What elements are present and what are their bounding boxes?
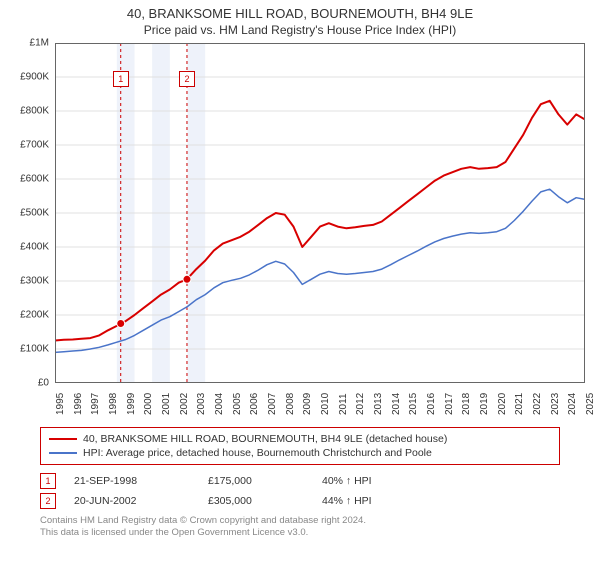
- y-tick-label: £700K: [20, 140, 49, 151]
- sale-marker-icon: 2: [40, 493, 56, 509]
- legend-label: HPI: Average price, detached house, Bour…: [83, 447, 432, 459]
- chart-area: £0£100K£200K£300K£400K£500K£600K£700K£80…: [55, 43, 585, 383]
- sale-price: £305,000: [208, 495, 318, 507]
- x-tick-label: 2007: [267, 393, 278, 415]
- sale-marker-icon: 1: [40, 473, 56, 489]
- chart-title: 40, BRANKSOME HILL ROAD, BOURNEMOUTH, BH…: [0, 6, 600, 21]
- footer-line: This data is licensed under the Open Gov…: [40, 527, 560, 539]
- x-tick-label: 2021: [514, 393, 525, 415]
- footer: Contains HM Land Registry data © Crown c…: [40, 515, 560, 540]
- x-axis-labels: 1995 1996 1997 1998 1999 2000 2001 2002 2003 2004…: [55, 383, 585, 423]
- legend: 40, BRANKSOME HILL ROAD, BOURNEMOUTH, BH…: [40, 427, 560, 465]
- x-tick-label: 2017: [444, 393, 455, 415]
- x-tick-label: 2000: [143, 393, 154, 415]
- line-chart: [55, 43, 585, 383]
- x-tick-label: 2016: [426, 393, 437, 415]
- x-tick-label: 2008: [285, 393, 296, 415]
- footer-line: Contains HM Land Registry data © Crown c…: [40, 515, 560, 527]
- x-tick-label: 2010: [320, 393, 331, 415]
- sale-date: 20-JUN-2002: [74, 495, 204, 507]
- sale-row: 1 21-SEP-1998 £175,000 40% ↑ HPI: [40, 471, 560, 491]
- x-tick-label: 1999: [126, 393, 137, 415]
- y-tick-label: £600K: [20, 174, 49, 185]
- x-tick-label: 2003: [196, 393, 207, 415]
- x-tick-label: 2011: [338, 393, 349, 415]
- sale-date: 21-SEP-1998: [74, 475, 204, 487]
- x-tick-label: 2013: [373, 393, 384, 415]
- y-tick-label: £1M: [30, 38, 49, 49]
- x-tick-label: 1996: [73, 393, 84, 415]
- y-tick-label: £800K: [20, 106, 49, 117]
- x-tick-label: 2012: [355, 393, 366, 415]
- x-tick-label: 2009: [302, 393, 313, 415]
- x-tick-label: 2025: [585, 393, 596, 415]
- x-tick-label: 2004: [214, 393, 225, 415]
- sale-delta: 40% ↑ HPI: [322, 475, 372, 487]
- x-tick-label: 2019: [479, 393, 490, 415]
- legend-item: HPI: Average price, detached house, Bour…: [49, 446, 551, 460]
- y-tick-label: £400K: [20, 242, 49, 253]
- sale-delta: 44% ↑ HPI: [322, 495, 372, 507]
- y-tick-label: £500K: [20, 208, 49, 219]
- y-tick-label: £300K: [20, 276, 49, 287]
- legend-item: 40, BRANKSOME HILL ROAD, BOURNEMOUTH, BH…: [49, 432, 551, 446]
- y-tick-label: £100K: [20, 344, 49, 355]
- x-tick-label: 2001: [161, 393, 172, 415]
- x-tick-label: 1997: [90, 393, 101, 415]
- x-tick-label: 2006: [249, 393, 260, 415]
- y-tick-label: £0: [38, 378, 49, 389]
- sales-table: 1 21-SEP-1998 £175,000 40% ↑ HPI 2 20-JU…: [40, 471, 560, 511]
- x-tick-label: 2024: [567, 393, 578, 415]
- legend-label: 40, BRANKSOME HILL ROAD, BOURNEMOUTH, BH…: [83, 433, 447, 445]
- x-tick-label: 1998: [108, 393, 119, 415]
- y-tick-label: £900K: [20, 72, 49, 83]
- sale-row: 2 20-JUN-2002 £305,000 44% ↑ HPI: [40, 491, 560, 511]
- x-tick-label: 2015: [408, 393, 419, 415]
- x-tick-label: 2002: [179, 393, 190, 415]
- x-tick-label: 1995: [55, 393, 66, 415]
- x-tick-label: 2018: [461, 393, 472, 415]
- legend-swatch: [49, 438, 77, 440]
- sale-marker-badge: 1: [113, 71, 129, 87]
- x-tick-label: 2020: [497, 393, 508, 415]
- sale-price: £175,000: [208, 475, 318, 487]
- sale-marker-badge: 2: [179, 71, 195, 87]
- x-tick-label: 2014: [391, 393, 402, 415]
- x-tick-label: 2023: [550, 393, 561, 415]
- y-tick-label: £200K: [20, 310, 49, 321]
- chart-subtitle: Price paid vs. HM Land Registry's House …: [0, 23, 600, 37]
- x-tick-label: 2022: [532, 393, 543, 415]
- legend-swatch: [49, 452, 77, 454]
- x-tick-label: 2005: [232, 393, 243, 415]
